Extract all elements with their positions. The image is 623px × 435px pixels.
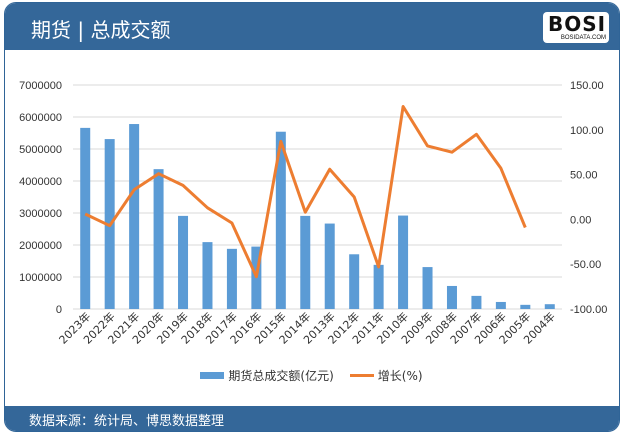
right-tick-label: 50.00 [570, 170, 598, 182]
right-tick-label: 150.00 [570, 80, 604, 92]
right-tick-label: 100.00 [570, 125, 604, 137]
legend-line-label: 增长(%) [377, 369, 423, 383]
bar [422, 267, 433, 309]
bar [495, 301, 506, 309]
left-tick-label: 5000000 [19, 144, 62, 156]
right-tick-label: -50.00 [570, 259, 601, 271]
legend-line-swatch [349, 374, 374, 377]
bar [275, 131, 286, 309]
bar [178, 215, 189, 309]
left-tick-label: 7000000 [19, 80, 62, 92]
header-bar: 期货 | 总成交额 BOSI BOSIDATA.COM [5, 3, 619, 50]
left-tick-label: 6000000 [19, 112, 62, 124]
left-tick-label: 0 [56, 304, 62, 316]
left-tick-label: 1000000 [19, 272, 62, 284]
bar [300, 215, 311, 309]
bar [373, 264, 384, 309]
legend-bar-swatch [200, 372, 225, 379]
bar [471, 295, 482, 309]
left-tick-label: 2000000 [19, 240, 62, 252]
data-source: 数据来源：统计局、博思数据整理 [29, 414, 225, 429]
bar [129, 124, 140, 309]
bar [544, 304, 555, 309]
legend: 期货总成交额(亿元) 增长(%) [0, 367, 623, 384]
bar [520, 304, 531, 309]
bar [324, 223, 335, 309]
left-tick-label: 4000000 [19, 176, 62, 188]
bar [80, 127, 91, 309]
right-tick-label: -100.00 [570, 304, 607, 316]
page-title: 期货 | 总成交额 [31, 18, 171, 42]
growth-line [84, 105, 527, 279]
bosi-logo: BOSI BOSIDATA.COM [543, 12, 609, 43]
bar [153, 169, 164, 309]
bar [446, 285, 457, 309]
bar [226, 248, 237, 309]
legend-bar-label: 期货总成交额(亿元) [228, 369, 334, 383]
left-tick-label: 3000000 [19, 208, 62, 220]
footer-bar: 数据来源：统计局、博思数据整理 [5, 406, 619, 431]
bar [349, 254, 360, 309]
bar [398, 215, 409, 309]
right-tick-label: 0.00 [570, 214, 591, 226]
bar [202, 242, 213, 309]
